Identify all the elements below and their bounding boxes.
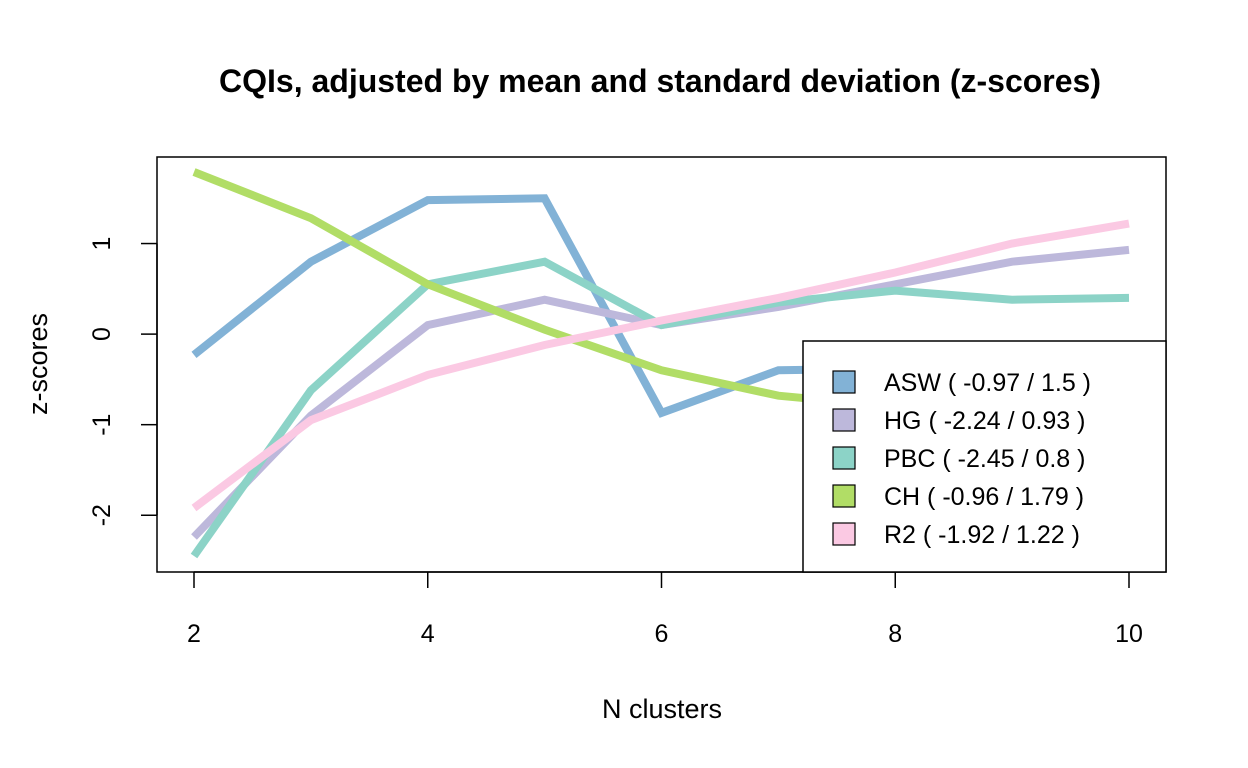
legend-label-0: ASW ( -0.97 / 1.5 ) [884,369,1091,397]
x-tick-label-0: 2 [187,620,201,648]
legend-swatch-3 [832,484,856,508]
x-tick-label-2: 6 [655,620,669,648]
legend-swatch-0 [832,370,856,394]
y-tick-label-2: 0 [88,327,116,341]
legend-box [802,340,1167,573]
legend: ASW ( -0.97 / 1.5 ) HG ( -2.24 / 0.93 ) PB… [802,340,1167,573]
y-axis: -2 -1 0 1 [88,237,158,526]
legend-label-2: PBC ( -2.45 / 0.8 ) [884,445,1085,473]
x-tick-label-3: 8 [888,620,902,648]
series-line-2 [190,257,1130,559]
legend-label-1: HG ( -2.24 / 0.93 ) [884,407,1085,435]
series-line-4 [191,219,1130,512]
legend-swatch-1 [832,408,856,432]
legend-swatch-4 [832,522,856,546]
legend-label-4: R2 ( -1.92 / 1.22 ) [884,521,1080,549]
x-axis: 2 4 6 8 10 [187,571,1143,648]
x-tick-label-4: 10 [1115,620,1143,648]
y-axis-label: z-scores [23,313,53,415]
x-axis-label: N clusters [602,694,722,724]
x-tick-label-1: 4 [421,620,435,648]
legend-swatch-2 [832,446,856,470]
chart-title: CQIs, adjusted by mean and standard devi… [219,63,1101,99]
legend-label-3: CH ( -0.96 / 1.79 ) [884,483,1084,511]
y-tick-label-3: 1 [88,237,116,251]
y-tick-label-1: -1 [88,414,116,436]
y-tick-label-0: -2 [88,504,116,526]
